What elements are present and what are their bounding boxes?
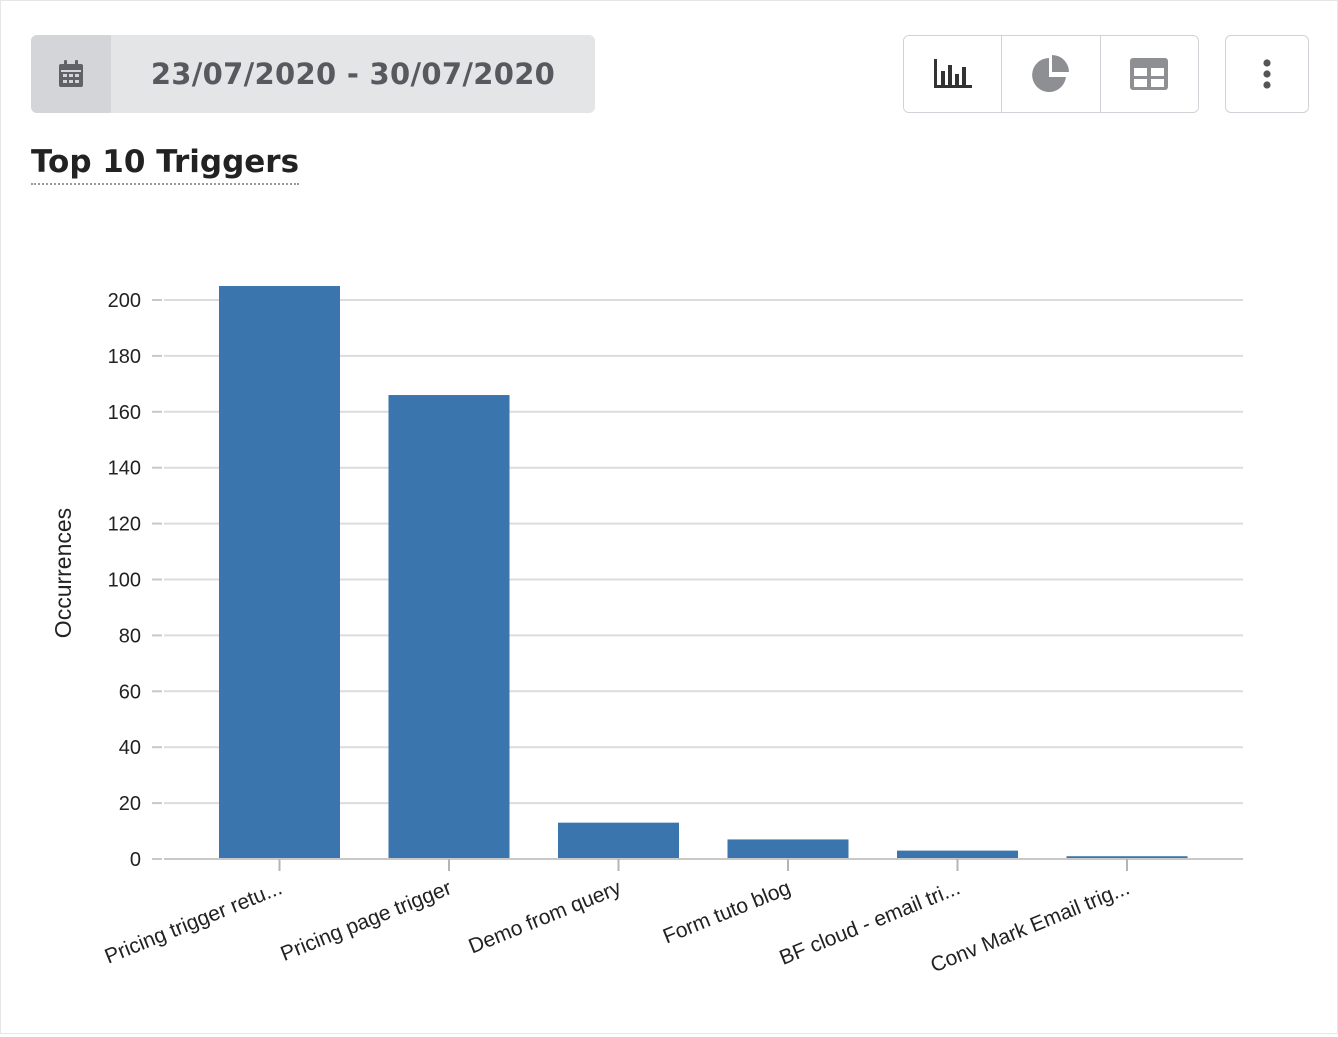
x-category-label: Demo from query [465, 876, 624, 958]
y-tick-label: 20 [119, 793, 141, 815]
y-tick-label: 160 [108, 402, 141, 424]
y-tick-label: 200 [108, 290, 141, 312]
y-tick-label: 120 [108, 514, 141, 536]
date-range-text[interactable]: 23/07/2020 - 30/07/2020 [150, 57, 556, 91]
bar[interactable] [1066, 856, 1188, 859]
date-range-picker[interactable]: 23/07/2020 - 30/07/2020 [31, 35, 595, 113]
pie-chart-view-button[interactable] [1002, 36, 1101, 112]
bar[interactable] [727, 839, 849, 859]
y-tick-label: 60 [119, 681, 141, 703]
chart-title[interactable]: Top 10 Triggers [31, 143, 300, 185]
table-view-button[interactable] [1100, 36, 1198, 112]
bar-chart-view-button[interactable] [904, 36, 1003, 112]
view-switcher [903, 35, 1199, 113]
table-icon [1130, 58, 1169, 90]
y-tick-label: 100 [108, 570, 141, 592]
more-vertical-icon [1263, 59, 1271, 89]
pie-chart-icon [1032, 55, 1069, 92]
y-tick-label: 0 [130, 849, 141, 871]
y-tick-label: 180 [108, 346, 141, 368]
bar[interactable] [388, 395, 510, 859]
more-options-button[interactable] [1225, 35, 1309, 113]
bar[interactable] [897, 850, 1018, 859]
bar[interactable] [558, 822, 679, 859]
x-category-label: Pricing page trigger [277, 876, 454, 966]
y-tick-label: 40 [119, 737, 141, 759]
x-category-label: Pricing trigger retu... [101, 876, 285, 968]
y-axis-title: Occurrences [50, 508, 76, 638]
y-tick-label: 80 [119, 625, 141, 647]
bar[interactable] [219, 286, 340, 859]
x-category-label: Form tuto blog [660, 876, 794, 948]
bar-chart-icon [933, 59, 972, 88]
calendar-icon[interactable] [31, 35, 111, 113]
y-tick-label: 140 [108, 458, 141, 480]
